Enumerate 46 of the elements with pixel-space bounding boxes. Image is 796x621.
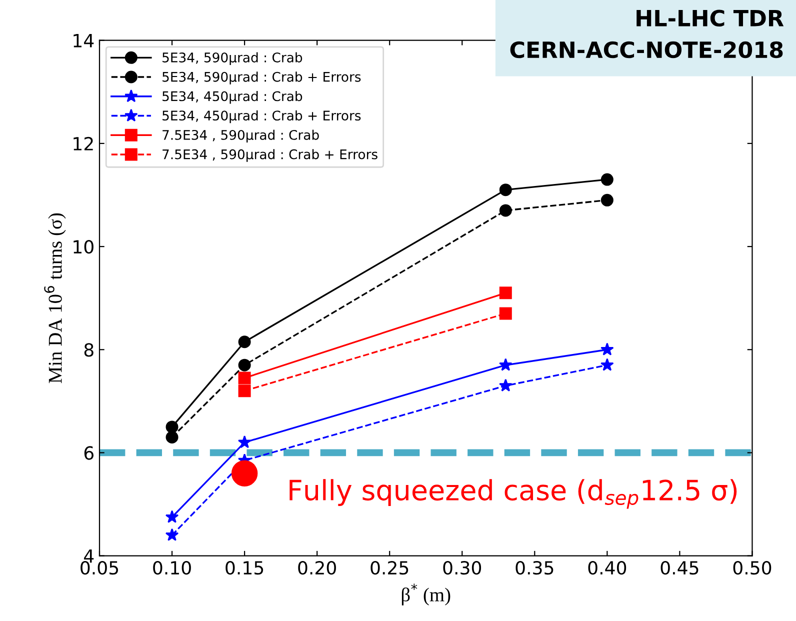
- point: [600, 342, 614, 356]
- y-tick-label: 4: [84, 549, 94, 563]
- point: [238, 435, 252, 448]
- point: [600, 194, 614, 206]
- point: [499, 378, 512, 392]
- point: [238, 358, 251, 372]
- x-tick-label: 0.10: [153, 560, 191, 575]
- x-tick-label: 0.15: [226, 560, 264, 575]
- x-tick-label: 0.05: [80, 560, 118, 575]
- y-axis-title: Min DA 10$^{6}$ turns (σ): [44, 213, 66, 384]
- point: [238, 384, 251, 398]
- point: [499, 286, 512, 300]
- x-tick-label: 0.25: [370, 560, 408, 575]
- x-tick-label: 0.35: [516, 560, 554, 575]
- legend-label: 5E34, 450μrad : Crab: [162, 90, 302, 104]
- point: [165, 528, 179, 541]
- x-axis-title: β$^{*}$ (m): [402, 584, 450, 606]
- y-tick-label: 14: [74, 34, 94, 48]
- point: [499, 204, 512, 217]
- point: [238, 372, 251, 384]
- point: [166, 420, 178, 434]
- point: [600, 358, 614, 371]
- point: [499, 358, 512, 371]
- point: [600, 173, 614, 186]
- point: [499, 184, 512, 196]
- x-tick-label: 0.40: [588, 560, 626, 575]
- y-tick-label: 12: [74, 136, 93, 150]
- annotation: HL-LHC TDR CERN-ACC-NOTE-2018: [510, 10, 784, 58]
- legend-label: 5E34, 590μrad : Crab: [162, 52, 302, 66]
- point: [165, 510, 179, 523]
- point: [231, 460, 258, 486]
- point: [499, 307, 512, 320]
- point: [238, 336, 251, 348]
- y-tick-label: 10: [74, 240, 94, 254]
- x-tick-label: 0.30: [443, 560, 482, 575]
- legend-label: 5E34, 450μrad : Crab + Errors: [162, 110, 361, 124]
- y-tick-label: 6: [84, 446, 94, 460]
- legend-label: 7.5E34 , 590μrad : Crab + Errors: [162, 149, 378, 162]
- x-tick-label: 0.20: [298, 560, 336, 575]
- point: [166, 430, 178, 444]
- annotation: Fully squeezed case (d$_{sep}$12.5 σ): [290, 479, 737, 509]
- x-tick-label: 0.50: [733, 560, 772, 575]
- legend-label: 5E34, 590μrad : Crab + Errors: [162, 72, 361, 84]
- y-tick-label: 8: [84, 343, 94, 357]
- legend-label: 7.5E34 , 590μrad : Crab: [162, 130, 319, 142]
- x-tick-label: 0.45: [660, 560, 698, 575]
